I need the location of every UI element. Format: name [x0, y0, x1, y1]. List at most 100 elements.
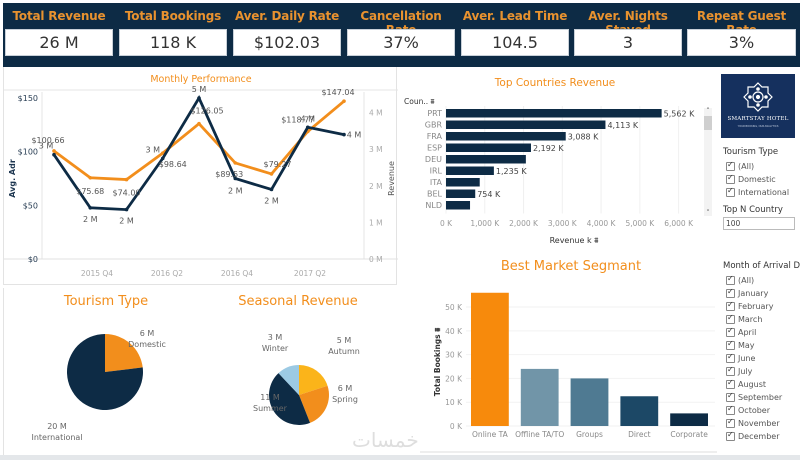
logo-tagline: YOUR BOOKING, OUR ANALYTICS — [737, 125, 779, 128]
bar-value-label: 5,562 K — [664, 110, 695, 119]
checkbox-checked-icon[interactable] — [726, 430, 735, 441]
month_filter-option[interactable]: April — [726, 326, 756, 338]
month_filter-option[interactable]: May — [726, 339, 755, 351]
revenue-point — [88, 205, 93, 210]
option-label: August — [738, 379, 766, 389]
checkbox-checked-icon[interactable] — [726, 173, 735, 184]
top-n-input[interactable]: 100 — [723, 217, 795, 230]
y2-tick-label: 0 M — [369, 255, 383, 264]
y2-tick-label: 4 M — [369, 109, 383, 118]
chart-title: Best Market Segmant — [501, 259, 641, 274]
monthly-performance-panel: Monthly Performance $0 $50 $100 $150 0 M 1 M 2 … — [3, 67, 398, 285]
tourism_filter-option[interactable]: International — [726, 186, 789, 198]
top-countries-chart: Top Countries Revenue Coun.. ⩩ 0 K 1,000 K 2… — [404, 77, 712, 245]
x-tick-label: 5,000 K — [625, 219, 655, 228]
pie-slice-international[interactable] — [67, 334, 143, 410]
scrollbar-thumb[interactable] — [704, 116, 712, 130]
y2-axis-title: Revenue — [387, 161, 396, 196]
tourism_filter-option[interactable]: Domestic — [726, 173, 776, 185]
category-label: GBR — [425, 121, 443, 130]
month_filter-option[interactable]: June — [726, 352, 755, 364]
chart-title: Monthly Performance — [150, 74, 251, 85]
kpi-value: 3% — [687, 29, 796, 56]
filter-sidebar: SMARTSTAY HOTEL YOUR BOOKING, OUR ANALYT… — [717, 67, 800, 455]
month_filter-option[interactable]: (All) — [726, 274, 754, 286]
scroll-down-icon: ˅ — [706, 209, 710, 217]
country-bar[interactable] — [446, 178, 480, 187]
country-bar[interactable] — [446, 166, 494, 176]
month_filter-option[interactable]: July — [726, 365, 752, 377]
checkbox-checked-icon[interactable] — [726, 352, 735, 363]
kpi-label: Total Bookings — [124, 9, 222, 23]
segment-bar[interactable] — [520, 368, 559, 426]
checkbox-checked-icon[interactable] — [726, 300, 735, 311]
country-bar[interactable] — [446, 120, 606, 130]
kpi-label: Total Revenue — [12, 9, 106, 23]
kpi-card: Repeat Guest Rate3% — [685, 3, 798, 67]
revenue-point — [197, 96, 201, 100]
pie-slice-winter[interactable] — [278, 365, 299, 395]
country-bar[interactable] — [446, 155, 526, 164]
month_filter-option[interactable]: October — [726, 404, 770, 416]
pie-slice-spring[interactable] — [299, 385, 329, 423]
option-label: February — [738, 301, 774, 311]
y2-tick-label: 2 M — [369, 182, 383, 191]
checkbox-checked-icon[interactable] — [726, 404, 735, 415]
checkbox-checked-icon[interactable] — [726, 391, 735, 402]
month_filter-option[interactable]: March — [726, 313, 762, 325]
checkbox-checked-icon[interactable] — [726, 160, 735, 171]
y-tick-label: 10 K — [445, 398, 463, 407]
segment-bar[interactable] — [620, 396, 659, 426]
checkbox-checked-icon[interactable] — [726, 365, 735, 376]
mandala-icon — [743, 82, 773, 112]
y-tick-label: 0 K — [450, 422, 463, 431]
checkbox-checked-icon[interactable] — [726, 313, 735, 324]
checkbox-checked-icon[interactable] — [726, 326, 735, 337]
checkbox-checked-icon[interactable] — [726, 274, 735, 285]
kpi-value: 118 K — [119, 29, 227, 56]
pie-slice-autumn[interactable] — [299, 365, 328, 395]
option-label: March — [738, 314, 763, 324]
kpi-value: 3 — [574, 29, 682, 56]
option-label: (All) — [738, 275, 755, 285]
checkbox-checked-icon[interactable] — [726, 378, 735, 389]
option-label: October — [738, 405, 771, 415]
country-bar[interactable] — [446, 201, 471, 210]
x-tick-label: 6,000 K — [664, 219, 694, 228]
pie-slice-domestic[interactable] — [105, 334, 143, 372]
segment-bar[interactable] — [570, 378, 609, 426]
category-label: Online TA — [472, 430, 509, 439]
x-tick-label: 2016 Q4 — [221, 269, 253, 278]
segment-bar[interactable] — [471, 292, 509, 426]
x-tick-label: 3,000 K — [548, 219, 578, 228]
month_filter-option[interactable]: August — [726, 378, 766, 390]
checkbox-checked-icon[interactable] — [726, 339, 735, 350]
watermark: خمسات — [352, 428, 419, 452]
month_filter-option[interactable]: December — [726, 430, 779, 442]
category-label: Corporate — [670, 430, 708, 439]
pie-slice-summer[interactable] — [269, 373, 311, 425]
country-bar[interactable] — [446, 109, 662, 118]
kpi-card: Total Revenue 26 M — [3, 3, 115, 67]
tourism-type-panel: Tourism Type 6 M Domestic 20 M International — [3, 288, 208, 455]
month_filter-option[interactable]: January — [726, 287, 768, 299]
scrollbar-track[interactable] — [704, 108, 712, 216]
month_filter-option[interactable]: February — [726, 300, 773, 312]
country-bar[interactable] — [446, 189, 476, 199]
month_filter-option[interactable]: November — [726, 417, 780, 429]
checkbox-checked-icon[interactable] — [726, 417, 735, 428]
checkbox-checked-icon[interactable] — [726, 186, 735, 197]
kpi-card: Total Bookings 118 K — [117, 3, 229, 67]
month_filter-option[interactable]: September — [726, 391, 782, 403]
revenue-data-label: 2 M — [83, 215, 98, 224]
kpi-value: 26 M — [5, 29, 113, 56]
option-label: International — [738, 187, 790, 197]
pie-value-label: 11 M — [260, 393, 280, 402]
tourism_filter-option[interactable]: (All) — [726, 160, 754, 172]
country-bar[interactable] — [446, 143, 531, 153]
checkbox-checked-icon[interactable] — [726, 287, 735, 298]
category-label: FRA — [427, 132, 443, 141]
segment-bar[interactable] — [670, 413, 708, 426]
country-bar[interactable] — [446, 132, 566, 141]
x-tick-label: 4,000 K — [587, 219, 617, 228]
